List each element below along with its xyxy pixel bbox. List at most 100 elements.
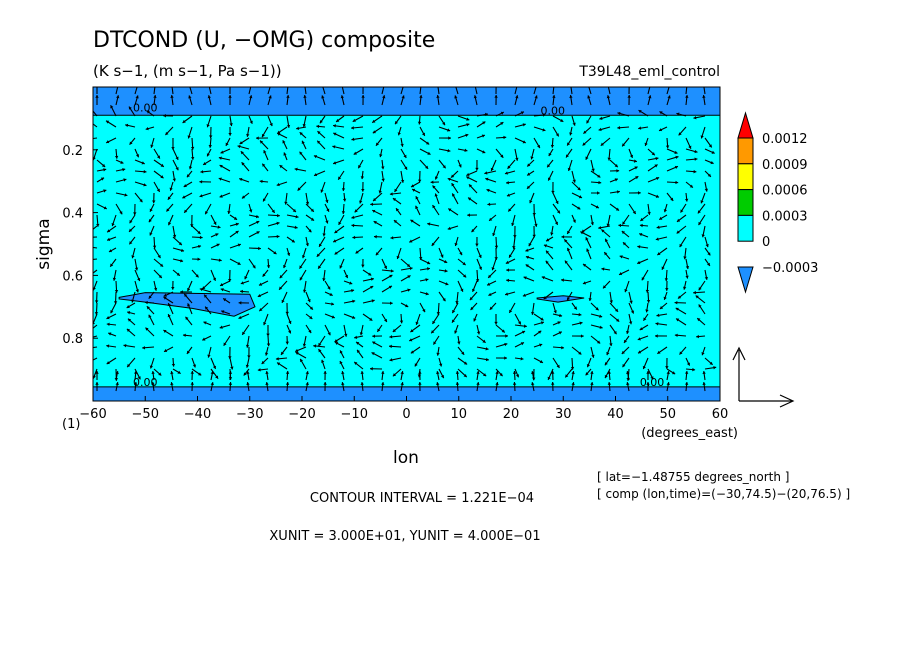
wind-vector bbox=[96, 177, 105, 183]
wind-vector bbox=[323, 370, 327, 381]
wind-vector bbox=[394, 115, 402, 125]
wind-vector bbox=[210, 371, 214, 381]
wind-vector bbox=[372, 192, 383, 202]
wind-vector bbox=[170, 382, 174, 392]
vector-unit-text: XUNIT = 3.000E+01, YUNIT = 4.000E−01 bbox=[269, 529, 540, 544]
wind-vector bbox=[163, 114, 174, 118]
wind-vector bbox=[229, 214, 238, 221]
wind-vector bbox=[354, 335, 364, 339]
wind-vector bbox=[655, 236, 668, 241]
wind-vector bbox=[546, 159, 554, 168]
wind-vector bbox=[580, 231, 592, 238]
wind-vector bbox=[210, 269, 217, 282]
wind-vector bbox=[262, 192, 269, 202]
wind-vector bbox=[507, 203, 516, 212]
wind-vector bbox=[190, 381, 194, 392]
wind-vector bbox=[617, 111, 630, 117]
wind-vector bbox=[545, 250, 554, 260]
wind-vector bbox=[683, 280, 687, 290]
wind-vector bbox=[495, 135, 507, 140]
wind-vector bbox=[526, 181, 535, 190]
wind-vector bbox=[447, 208, 459, 216]
wind-vector bbox=[163, 291, 174, 297]
wind-vector bbox=[621, 214, 630, 225]
wind-vector bbox=[105, 120, 117, 128]
wind-vector bbox=[659, 111, 668, 117]
wind-vector bbox=[285, 302, 289, 315]
wind-vector bbox=[246, 371, 250, 381]
wind-vector bbox=[609, 203, 620, 211]
wind-vector bbox=[469, 291, 478, 301]
wind-vector bbox=[237, 144, 250, 150]
wind-vector bbox=[150, 137, 155, 148]
wind-vector bbox=[362, 285, 374, 293]
wind-vector bbox=[547, 170, 554, 181]
wind-vector bbox=[624, 280, 630, 293]
wind-vector bbox=[693, 115, 706, 120]
wind-vector bbox=[586, 115, 592, 124]
wind-vector bbox=[395, 207, 402, 216]
wind-vector bbox=[685, 94, 689, 106]
wind-vector bbox=[642, 357, 649, 370]
wind-vector bbox=[128, 225, 136, 233]
wind-vector bbox=[105, 137, 117, 144]
wind-vector bbox=[183, 203, 193, 214]
wind-vector bbox=[266, 258, 271, 269]
wind-vector bbox=[666, 165, 679, 172]
wind-vector bbox=[210, 225, 221, 229]
wind-vector bbox=[191, 235, 203, 240]
wind-vector bbox=[381, 370, 385, 381]
wind-vector bbox=[702, 382, 706, 392]
wind-vector bbox=[241, 192, 250, 199]
wind-vector bbox=[134, 159, 145, 165]
wind-vector bbox=[590, 214, 595, 226]
wind-vector bbox=[210, 382, 214, 392]
wind-vector bbox=[526, 159, 535, 167]
wind-vector bbox=[685, 367, 696, 372]
wind-vector bbox=[543, 291, 554, 300]
wind-vector bbox=[684, 192, 689, 202]
wind-vector bbox=[94, 302, 99, 315]
wind-vector bbox=[95, 95, 99, 105]
wind-vector bbox=[149, 225, 155, 236]
wind-vector bbox=[438, 115, 446, 126]
wind-vector bbox=[93, 368, 98, 379]
wind-vector bbox=[324, 280, 331, 290]
wind-vector bbox=[341, 371, 345, 381]
wind-vector bbox=[471, 225, 478, 233]
wind-vector bbox=[282, 140, 288, 150]
wind-vector bbox=[602, 280, 611, 289]
wind-vector bbox=[389, 335, 402, 339]
wind-vector bbox=[267, 203, 276, 214]
wind-vector bbox=[438, 357, 443, 367]
wind-vector bbox=[504, 170, 516, 175]
wind-vector bbox=[96, 189, 107, 194]
wind-vector bbox=[222, 297, 231, 304]
wind-vector bbox=[244, 269, 250, 280]
wind-vector bbox=[361, 258, 365, 268]
wind-vector bbox=[152, 236, 157, 249]
wind-vector bbox=[698, 280, 706, 291]
wind-vector bbox=[106, 225, 117, 233]
wind-vector bbox=[299, 131, 307, 139]
wind-vector bbox=[183, 181, 193, 188]
wind-vector bbox=[494, 94, 498, 106]
wind-vector bbox=[533, 137, 541, 149]
colorbar-min-triangle bbox=[737, 266, 754, 294]
wind-vector bbox=[285, 335, 289, 345]
wind-vector bbox=[609, 159, 619, 168]
colorbar-label: 0.0003 bbox=[762, 209, 808, 224]
wind-vector bbox=[112, 269, 117, 281]
wind-vector bbox=[533, 321, 545, 326]
wind-vector bbox=[172, 236, 183, 246]
wind-vector bbox=[447, 225, 459, 231]
wind-vector bbox=[134, 269, 141, 282]
wind-vector bbox=[145, 327, 155, 337]
wind-vector bbox=[514, 330, 526, 337]
wind-vector bbox=[146, 305, 155, 315]
wind-vector bbox=[318, 236, 326, 248]
wind-vector bbox=[603, 251, 611, 260]
wind-vector bbox=[127, 311, 136, 315]
wind-vector bbox=[695, 295, 706, 304]
wind-vector bbox=[305, 302, 314, 311]
